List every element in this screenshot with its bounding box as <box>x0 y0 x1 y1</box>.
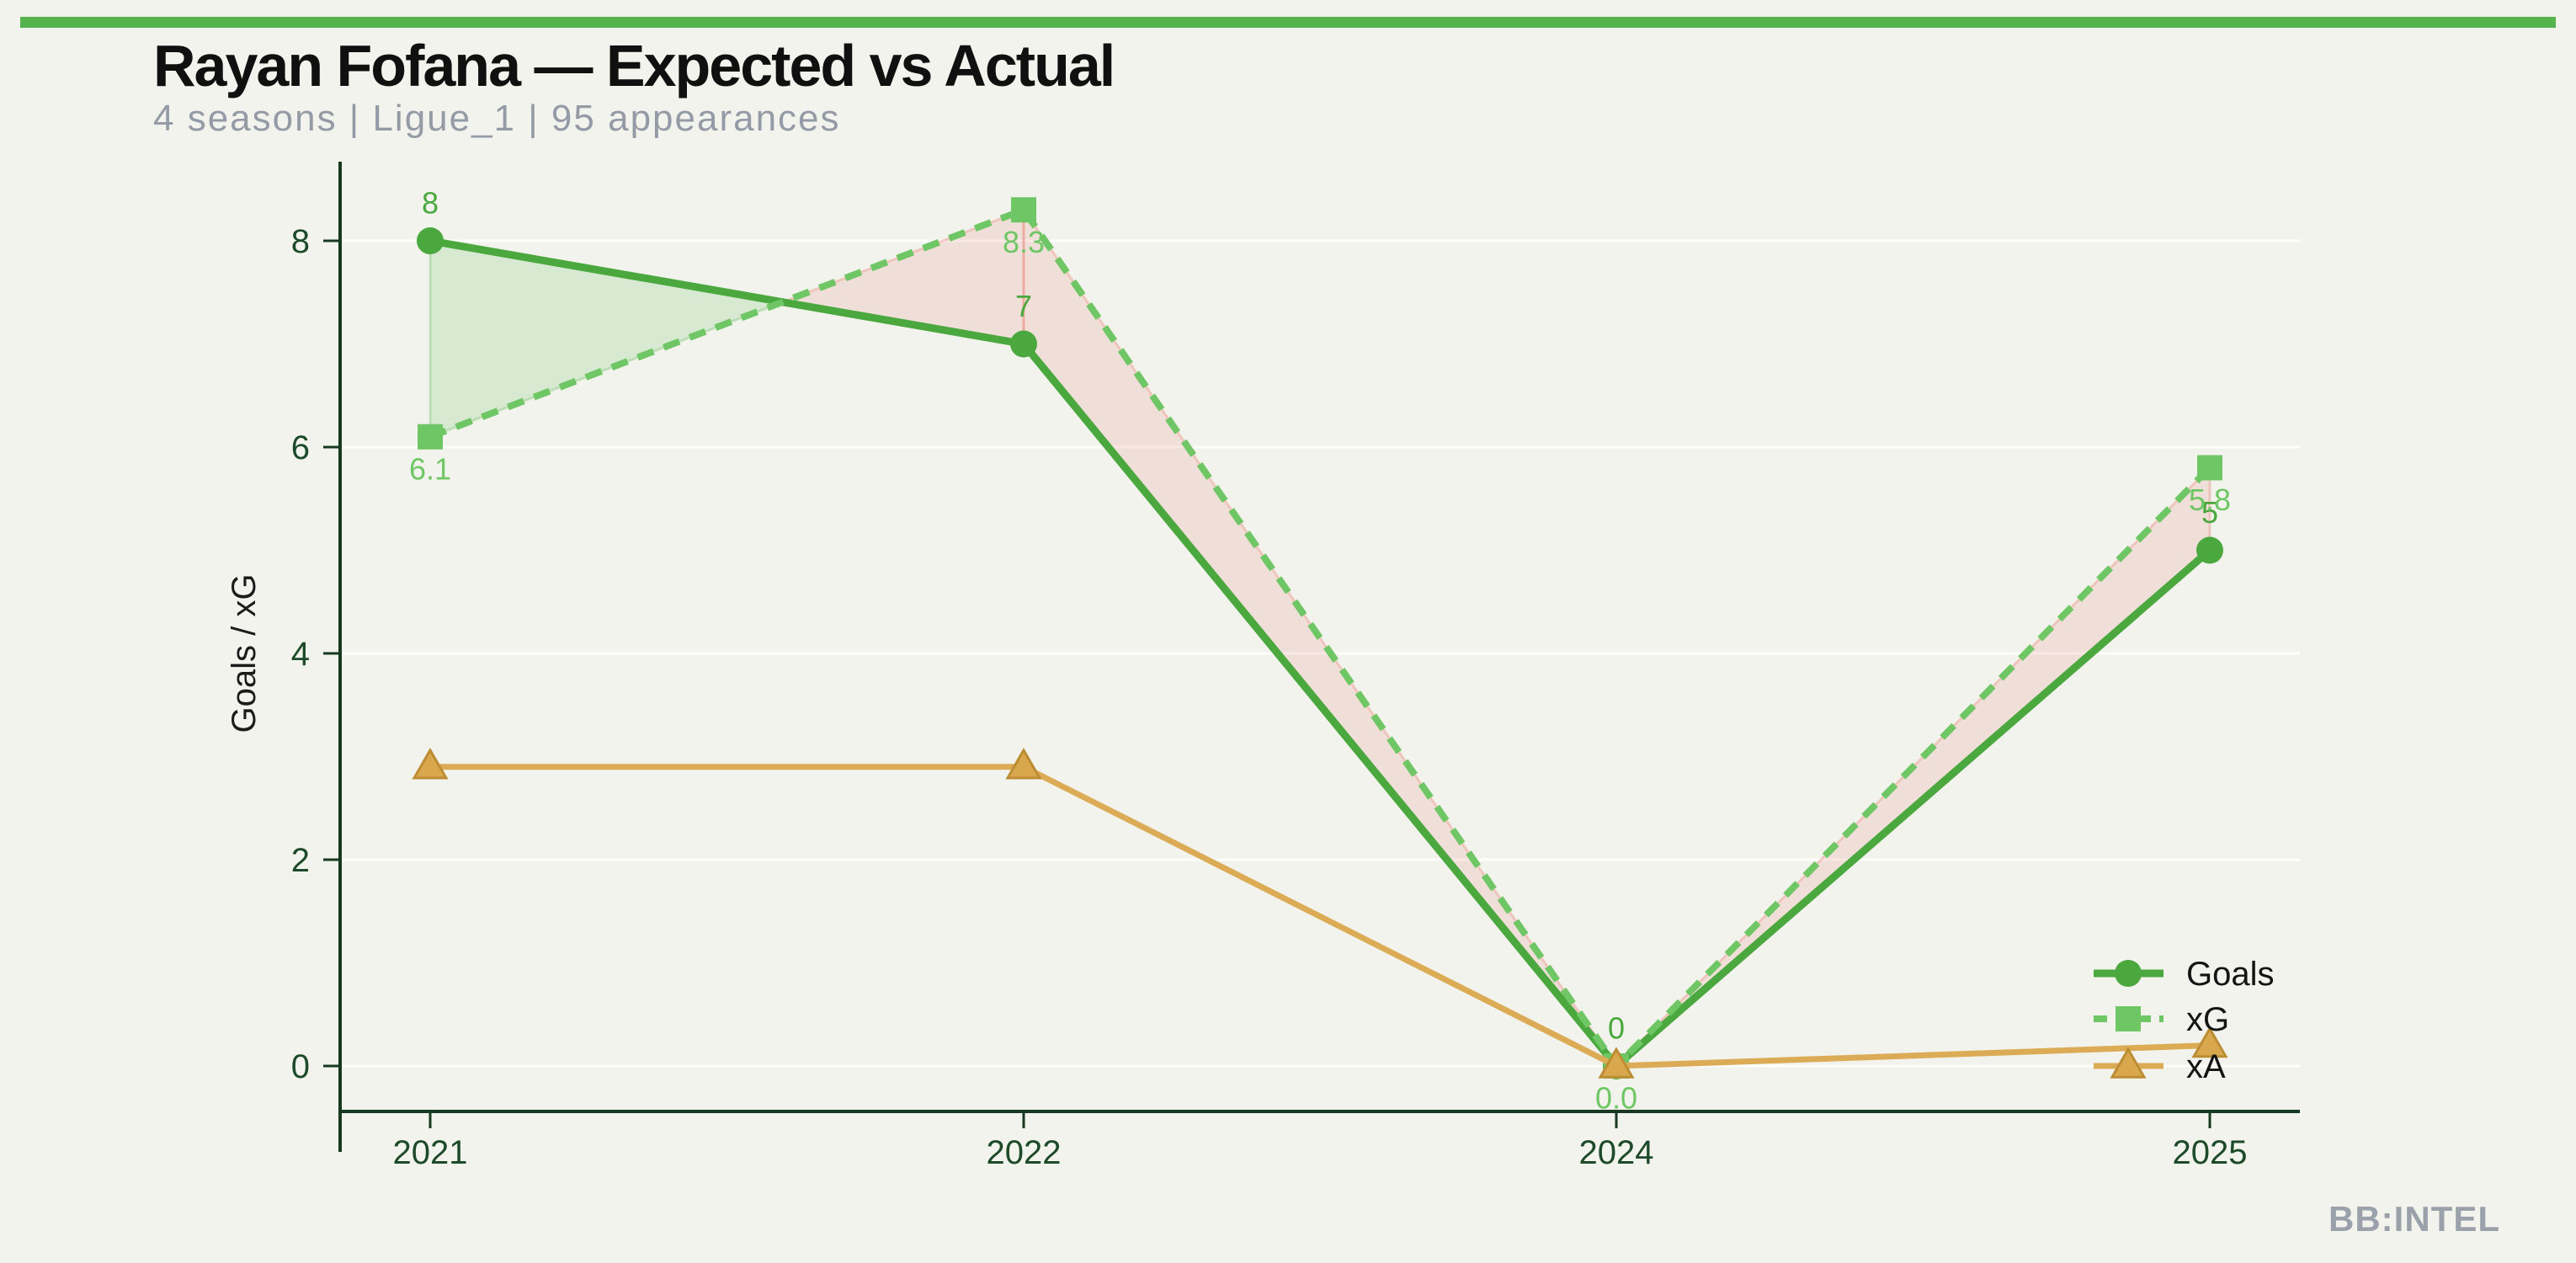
series-goals-value-label: 8 <box>422 186 439 221</box>
x-tick-label: 2024 <box>1579 1134 1654 1171</box>
xg-marker-square <box>2116 1006 2141 1031</box>
y-tick-label: 6 <box>291 429 310 466</box>
goals-marker-circle <box>2115 960 2142 987</box>
legend-label-goals: Goals <box>2186 956 2275 993</box>
series-xg-value-label: 0.0 <box>1595 1081 1637 1116</box>
accent-bar <box>20 17 2556 28</box>
y-tick-label: 2 <box>291 842 310 879</box>
xa-marker-triangle <box>1005 747 1042 780</box>
xg-marker-square <box>1011 197 1036 223</box>
y-axis-title: Goals / xG <box>226 574 263 733</box>
series-goals-value-label: 5 <box>2201 495 2218 530</box>
page-subtitle: 4 seasons | Ligue_1 | 95 appearances <box>153 98 841 139</box>
xg-marker-square <box>418 424 443 450</box>
legend: Goals xG xA <box>2094 956 2275 1085</box>
x-tick-label: 2022 <box>987 1134 1062 1171</box>
series-goals-value-label: 0 <box>1608 1011 1625 1046</box>
y-tick-label: 8 <box>291 223 310 260</box>
axes: 0 2 4 6 8 2021 2022 2024 2025 Goals / xG <box>226 162 2300 1171</box>
y-tick-label: 4 <box>291 636 310 673</box>
page-title: Rayan Fofana — Expected vs Actual <box>153 33 1115 99</box>
legend-label-xa: xA <box>2186 1048 2226 1085</box>
xa-marker-triangle <box>1598 1047 1635 1079</box>
xa-marker-triangle <box>2191 1026 2228 1058</box>
legend-label-xg: xG <box>2186 1001 2229 1038</box>
series-goals-value-label: 7 <box>1015 289 1032 323</box>
series-xa <box>412 747 2228 1079</box>
series-xg-value-label: 8.3 <box>1003 225 1045 259</box>
series-xg-value-label: 5.8 <box>2189 482 2231 517</box>
series-xg-line <box>428 205 2212 1072</box>
x-tick-label: 2021 <box>393 1134 468 1171</box>
series-xg-value-label: 6.1 <box>409 451 451 486</box>
xa-marker-triangle <box>412 747 449 780</box>
goals-marker-circle <box>2196 536 2223 564</box>
series-goals-line <box>429 237 2212 1072</box>
goals-marker-circle <box>417 227 444 254</box>
xg-marker-square <box>2197 455 2222 481</box>
goals-marker-circle <box>1010 330 1037 358</box>
y-tick-label: 0 <box>291 1048 310 1085</box>
y-gridlines <box>340 239 2300 1068</box>
watermark: BB:INTEL <box>2329 1199 2500 1239</box>
series-xa-line <box>430 764 2211 1069</box>
xa-marker-triangle <box>2110 1047 2147 1079</box>
x-tick-label: 2025 <box>2173 1134 2248 1171</box>
